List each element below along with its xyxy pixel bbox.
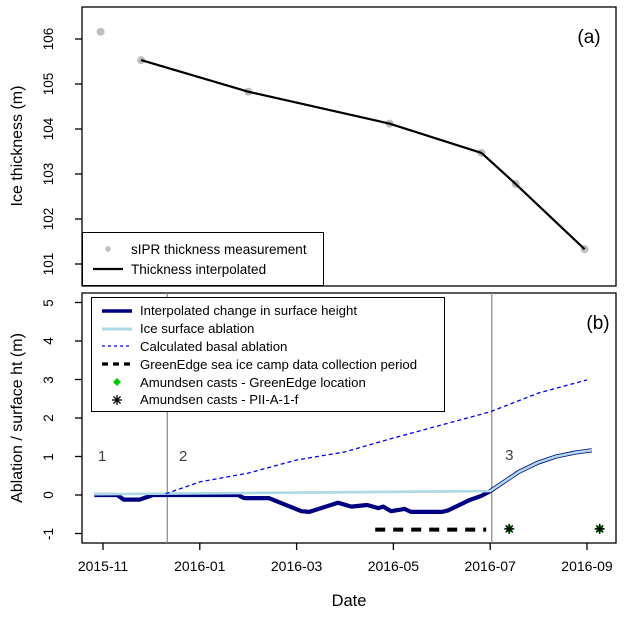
period-label: 2 — [178, 448, 188, 466]
legend-item: Amundsen casts - GreenEdge location — [92, 373, 444, 391]
lightblue-line-key-icon — [102, 327, 132, 331]
black-line-key-icon — [93, 267, 123, 271]
legend-label: Thickness interpolated — [131, 261, 267, 277]
legend-item: Thickness interpolated — [83, 259, 323, 279]
panel-b-y-axis-title: Ablation / surface ht (m) — [9, 333, 26, 503]
panel-a-y-axis-title: Ice thickness (m) — [9, 85, 26, 207]
x-tick-label: 2016-05 — [367, 558, 420, 574]
x-tick-label: 2016-09 — [561, 558, 613, 574]
legend-label: Amundsen casts - PII-A-1-f — [140, 392, 299, 408]
panel-b-tag: (b) — [586, 313, 610, 334]
y-tick-label: 106 — [41, 27, 56, 51]
legend-item: sIPR thickness measurement — [83, 239, 323, 259]
y-tick-label: -1 — [41, 527, 56, 540]
legend-item: GreenEdge sea ice camp data collection p… — [92, 355, 444, 373]
y-tick-label: 2 — [41, 414, 56, 422]
x-tick-label: 2015-11 — [77, 558, 129, 574]
x-tick-label: 2016-07 — [464, 558, 516, 574]
legend-item: Ice surface ablation — [92, 320, 444, 338]
y-tick-label: 1 — [41, 452, 56, 461]
y-tick-label: 5 — [41, 298, 56, 307]
period-label: 1 — [98, 448, 107, 466]
legend-label: Ice surface ablation — [140, 321, 255, 337]
legend-label: Interpolated change in surface height — [140, 303, 358, 319]
y-tick-label: 103 — [41, 162, 56, 186]
legend-label: sIPR thickness measurement — [131, 241, 307, 257]
gray-point-key-icon — [105, 246, 111, 252]
black-dashed-line-key-icon — [102, 362, 132, 366]
y-tick-label: 102 — [41, 207, 56, 231]
y-tick-label: 4 — [41, 337, 56, 345]
y-tick-label: 104 — [41, 117, 56, 141]
y-tick-label: 105 — [41, 72, 56, 96]
x-axis-title: Date — [331, 592, 367, 610]
panel-a-legend: sIPR thickness measurement Thickness inte… — [82, 232, 324, 286]
legend-item: Interpolated change in surface height — [92, 302, 444, 320]
green-diamond-key-icon — [113, 378, 121, 387]
y-tick-label: 0 — [41, 491, 56, 499]
blue-dashed-line-key-icon — [102, 345, 132, 348]
legend-label: Calculated basal ablation — [140, 338, 288, 354]
navy-line-key-icon — [102, 309, 132, 313]
legend-item: Calculated basal ablation — [92, 338, 444, 356]
x-tick-label: 2016-01 — [174, 558, 226, 574]
legend-item: Amundsen casts - PII-A-1-f — [92, 391, 444, 409]
y-tick-label: 101 — [41, 252, 56, 276]
period-label: 3 — [505, 446, 514, 464]
panel-a-tag: (a) — [577, 27, 601, 48]
panel-b-legend: Interpolated change in surface height Ice… — [91, 297, 445, 412]
asterisk-key-icon — [112, 394, 122, 405]
legend-label: Amundsen casts - GreenEdge location — [140, 374, 366, 390]
y-tick-label: 3 — [41, 375, 56, 384]
x-tick-label: 2016-03 — [270, 558, 323, 574]
legend-label: GreenEdge sea ice camp data collection p… — [140, 356, 418, 372]
